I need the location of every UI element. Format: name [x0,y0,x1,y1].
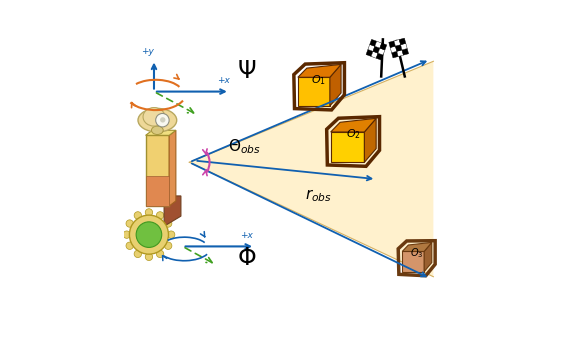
Polygon shape [169,130,176,206]
Text: $\Phi$: $\Phi$ [237,246,256,270]
Text: $\Psi$: $\Psi$ [237,59,256,83]
Polygon shape [145,130,176,135]
Text: +x: +x [240,231,253,240]
Polygon shape [371,51,378,58]
Polygon shape [376,53,383,60]
Polygon shape [389,41,395,48]
Circle shape [134,212,141,219]
Circle shape [168,231,175,238]
Circle shape [136,222,162,247]
Polygon shape [145,135,169,206]
Circle shape [145,253,152,261]
Circle shape [156,114,169,127]
Polygon shape [424,242,432,272]
Polygon shape [395,45,402,51]
Polygon shape [373,46,380,53]
Text: $O_3$: $O_3$ [411,246,424,260]
Polygon shape [331,118,376,132]
Circle shape [130,215,168,254]
Polygon shape [380,43,387,50]
Text: +y: +y [141,47,154,56]
Circle shape [145,209,152,216]
Ellipse shape [138,108,177,132]
Polygon shape [298,77,330,106]
Polygon shape [366,49,373,56]
Circle shape [160,117,165,123]
Circle shape [126,242,133,249]
Polygon shape [401,43,407,50]
Polygon shape [370,39,377,46]
Polygon shape [399,38,406,45]
Polygon shape [402,49,409,55]
Polygon shape [331,132,364,162]
Ellipse shape [151,126,164,135]
Polygon shape [392,51,398,58]
Polygon shape [394,40,401,46]
Polygon shape [378,48,385,55]
Polygon shape [145,176,169,206]
Polygon shape [164,196,181,226]
Polygon shape [298,65,341,77]
Ellipse shape [143,107,165,126]
Circle shape [157,250,164,258]
Polygon shape [402,242,432,251]
Polygon shape [368,44,375,51]
Polygon shape [390,46,397,53]
Polygon shape [397,50,404,56]
Polygon shape [189,61,433,277]
Polygon shape [364,118,376,162]
Circle shape [165,220,172,227]
Polygon shape [375,41,382,48]
Circle shape [165,242,172,249]
Circle shape [123,231,130,238]
Circle shape [157,212,164,219]
Circle shape [126,220,133,227]
Polygon shape [330,65,341,106]
Text: $O_1$: $O_1$ [311,73,326,87]
Text: +x: +x [217,76,230,85]
Polygon shape [402,251,424,272]
Text: $\Theta_{obs}$: $\Theta_{obs}$ [228,138,261,156]
Text: $O_2$: $O_2$ [346,127,361,141]
Text: $r_{obs}$: $r_{obs}$ [305,188,332,204]
Circle shape [134,250,141,258]
